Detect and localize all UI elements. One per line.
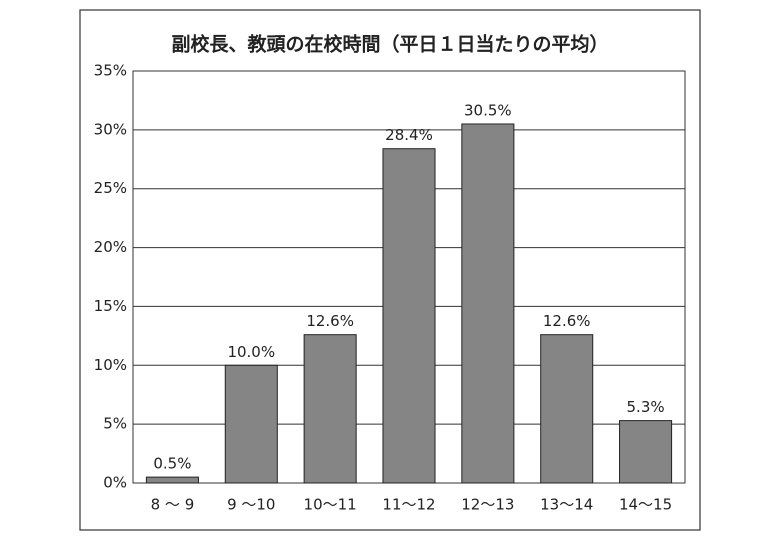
bar: [461, 123, 515, 484]
x-tick-label: 10～11: [304, 496, 357, 514]
bar: [540, 334, 594, 484]
bar: [303, 334, 357, 484]
y-tick-label: 20%: [94, 238, 127, 256]
value-label: 10.0%: [227, 343, 275, 361]
value-label: 5.3%: [627, 398, 665, 416]
bar: [224, 364, 278, 484]
x-tick-label: 8 ～ 9: [151, 496, 195, 514]
bar: [145, 476, 199, 484]
y-tick-label: 5%: [103, 415, 127, 433]
value-label: 0.5%: [153, 455, 191, 473]
y-tick-label: 25%: [94, 179, 127, 197]
x-tick-label: 13～14: [540, 496, 593, 514]
x-tick-label: 11～12: [382, 496, 435, 514]
value-label: 12.6%: [306, 312, 354, 330]
value-label: 30.5%: [464, 101, 512, 119]
x-tick-label: 9 ～10: [227, 496, 275, 514]
chart-title: 副校長、教頭の在校時間（平日１日当たりの平均）: [171, 33, 608, 56]
bar: [619, 420, 673, 484]
value-label: 12.6%: [543, 312, 591, 330]
y-tick-label: 30%: [94, 120, 127, 138]
bar: [382, 148, 436, 484]
y-tick-label: 0%: [103, 474, 127, 492]
x-tick-label: 14～15: [619, 496, 672, 514]
y-tick-label: 35%: [94, 62, 127, 80]
y-tick-label: 10%: [94, 356, 127, 374]
value-label: 28.4%: [385, 126, 433, 144]
x-tick-label: 12～13: [461, 496, 514, 514]
y-tick-label: 15%: [94, 297, 127, 315]
